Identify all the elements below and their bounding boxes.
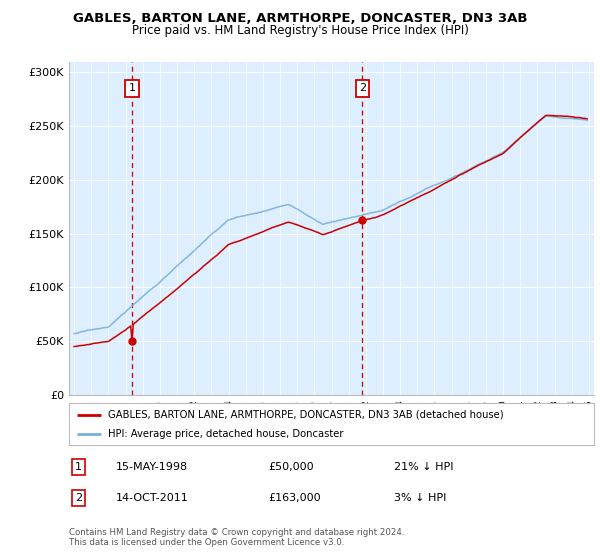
Text: £163,000: £163,000 [269, 493, 321, 503]
Text: 1: 1 [128, 83, 136, 94]
Text: 2: 2 [75, 493, 82, 503]
Text: 3% ↓ HPI: 3% ↓ HPI [395, 493, 447, 503]
Text: HPI: Average price, detached house, Doncaster: HPI: Average price, detached house, Donc… [109, 429, 344, 439]
Point [358, 215, 367, 224]
Text: GABLES, BARTON LANE, ARMTHORPE, DONCASTER, DN3 3AB: GABLES, BARTON LANE, ARMTHORPE, DONCASTE… [73, 12, 527, 25]
Text: Contains HM Land Registry data © Crown copyright and database right 2024.
This d: Contains HM Land Registry data © Crown c… [69, 528, 404, 547]
Text: 1: 1 [75, 462, 82, 472]
Text: 14-OCT-2011: 14-OCT-2011 [116, 493, 189, 503]
Text: 15-MAY-1998: 15-MAY-1998 [116, 462, 188, 472]
Text: 21% ↓ HPI: 21% ↓ HPI [395, 462, 454, 472]
Text: Price paid vs. HM Land Registry's House Price Index (HPI): Price paid vs. HM Land Registry's House … [131, 24, 469, 36]
Text: 2: 2 [359, 83, 366, 94]
Text: GABLES, BARTON LANE, ARMTHORPE, DONCASTER, DN3 3AB (detached house): GABLES, BARTON LANE, ARMTHORPE, DONCASTE… [109, 409, 504, 419]
Point [127, 337, 137, 346]
Text: £50,000: £50,000 [269, 462, 314, 472]
